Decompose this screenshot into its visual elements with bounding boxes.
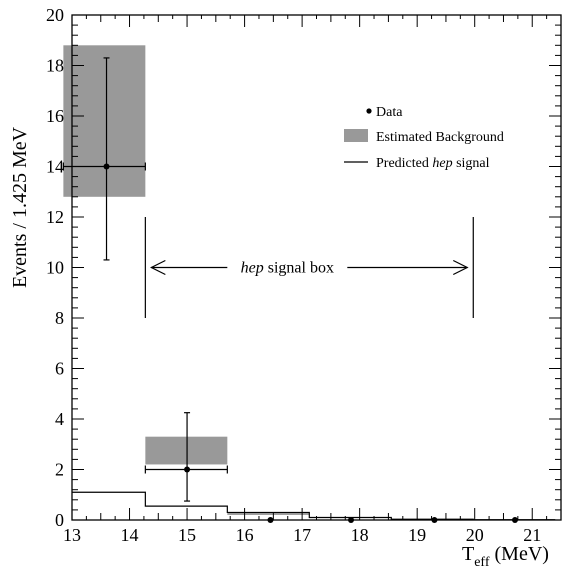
background-box-2 <box>227 512 310 515</box>
background-box-0 <box>63 45 146 197</box>
background-box-1 <box>145 436 228 465</box>
x-tick-label-16: 16 <box>236 525 254 545</box>
arrow-head-right <box>452 259 469 276</box>
x-tick-label-20: 20 <box>466 525 484 545</box>
arrow-head-left <box>150 259 166 276</box>
y-tick-label-18: 18 <box>46 56 64 76</box>
hep-signal-line <box>72 491 556 521</box>
x-tick-label-14: 14 <box>121 525 139 545</box>
y-tick-label-0: 0 <box>55 510 64 530</box>
data-point-0 <box>103 163 110 170</box>
x-tick-label-19: 19 <box>408 525 426 545</box>
y-tick-label-20: 20 <box>46 5 64 25</box>
y-tick-label-16: 16 <box>46 106 64 126</box>
signal-box-label: hep signal box <box>241 260 334 277</box>
y-tick-label-2: 2 <box>55 460 64 480</box>
x-tick-label-18: 18 <box>351 525 369 545</box>
legend-marker-data <box>366 108 372 114</box>
y-tick-label-10: 10 <box>46 258 64 278</box>
legend-label-2: Predicted hep signal <box>376 156 490 171</box>
data-points <box>62 57 518 523</box>
legend-box-background <box>344 129 368 142</box>
x-tick-label-15: 15 <box>178 525 196 545</box>
y-axis-label: Events / 1.425 MeV <box>9 126 31 288</box>
y-tick-label-8: 8 <box>55 308 64 328</box>
x-axis-label: Teff (MeV) <box>462 543 549 570</box>
legend-label-1: Estimated Background <box>376 130 504 145</box>
x-tick-label-21: 21 <box>523 525 541 545</box>
legend: Data Estimated Background Predicted hep si… <box>344 105 504 171</box>
x-tick-label-17: 17 <box>293 525 311 545</box>
y-tick-label-12: 12 <box>46 207 64 227</box>
x-tick-label-13: 13 <box>63 525 81 545</box>
y-tick-label-14: 14 <box>46 157 64 177</box>
axis-ticks: 13 14 15 16 17 18 19 20 21 0 2 4 6 8 10 12 14 16 18 20 <box>46 5 562 545</box>
background-boxes <box>63 45 310 515</box>
hep-signal-box: hep signal box <box>144 217 474 318</box>
y-tick-label-4: 4 <box>55 409 64 429</box>
y-tick-label-6: 6 <box>55 359 64 379</box>
data-point-1 <box>184 466 191 473</box>
hep-signal-histogram <box>72 491 556 521</box>
legend-label-0: Data <box>376 105 403 120</box>
axis-labels: Events / 1.425 MeV Teff (MeV) <box>9 126 549 570</box>
